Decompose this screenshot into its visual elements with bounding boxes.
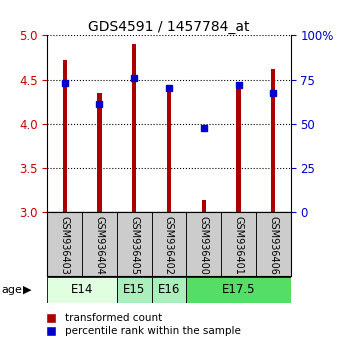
Bar xyxy=(167,88,171,212)
Text: E15: E15 xyxy=(123,284,145,296)
Bar xyxy=(47,212,82,276)
Text: GSM936405: GSM936405 xyxy=(129,216,139,275)
Text: GSM936403: GSM936403 xyxy=(60,216,70,274)
Text: GSM936404: GSM936404 xyxy=(94,216,104,274)
Bar xyxy=(152,212,186,276)
Bar xyxy=(132,44,136,212)
Bar xyxy=(271,69,275,212)
Text: E16: E16 xyxy=(158,284,180,296)
Bar xyxy=(82,212,117,276)
Text: E17.5: E17.5 xyxy=(222,284,255,296)
Text: E14: E14 xyxy=(71,284,93,296)
Text: GSM936401: GSM936401 xyxy=(234,216,244,274)
Legend: transformed count, percentile rank within the sample: transformed count, percentile rank withi… xyxy=(46,313,240,336)
Bar xyxy=(186,212,221,276)
Text: GSM936406: GSM936406 xyxy=(268,216,278,274)
Bar xyxy=(256,212,291,276)
Title: GDS4591 / 1457784_at: GDS4591 / 1457784_at xyxy=(88,21,250,34)
Bar xyxy=(152,277,186,303)
Bar xyxy=(117,212,152,276)
Bar xyxy=(47,277,117,303)
Text: age: age xyxy=(2,285,23,295)
Bar xyxy=(186,277,291,303)
Text: ▶: ▶ xyxy=(23,285,31,295)
Bar xyxy=(221,212,256,276)
Bar xyxy=(97,93,101,212)
Bar xyxy=(63,60,67,212)
Text: GSM936400: GSM936400 xyxy=(199,216,209,274)
Bar xyxy=(117,277,152,303)
Text: GSM936402: GSM936402 xyxy=(164,216,174,275)
Bar xyxy=(237,84,241,212)
Bar xyxy=(202,200,206,212)
